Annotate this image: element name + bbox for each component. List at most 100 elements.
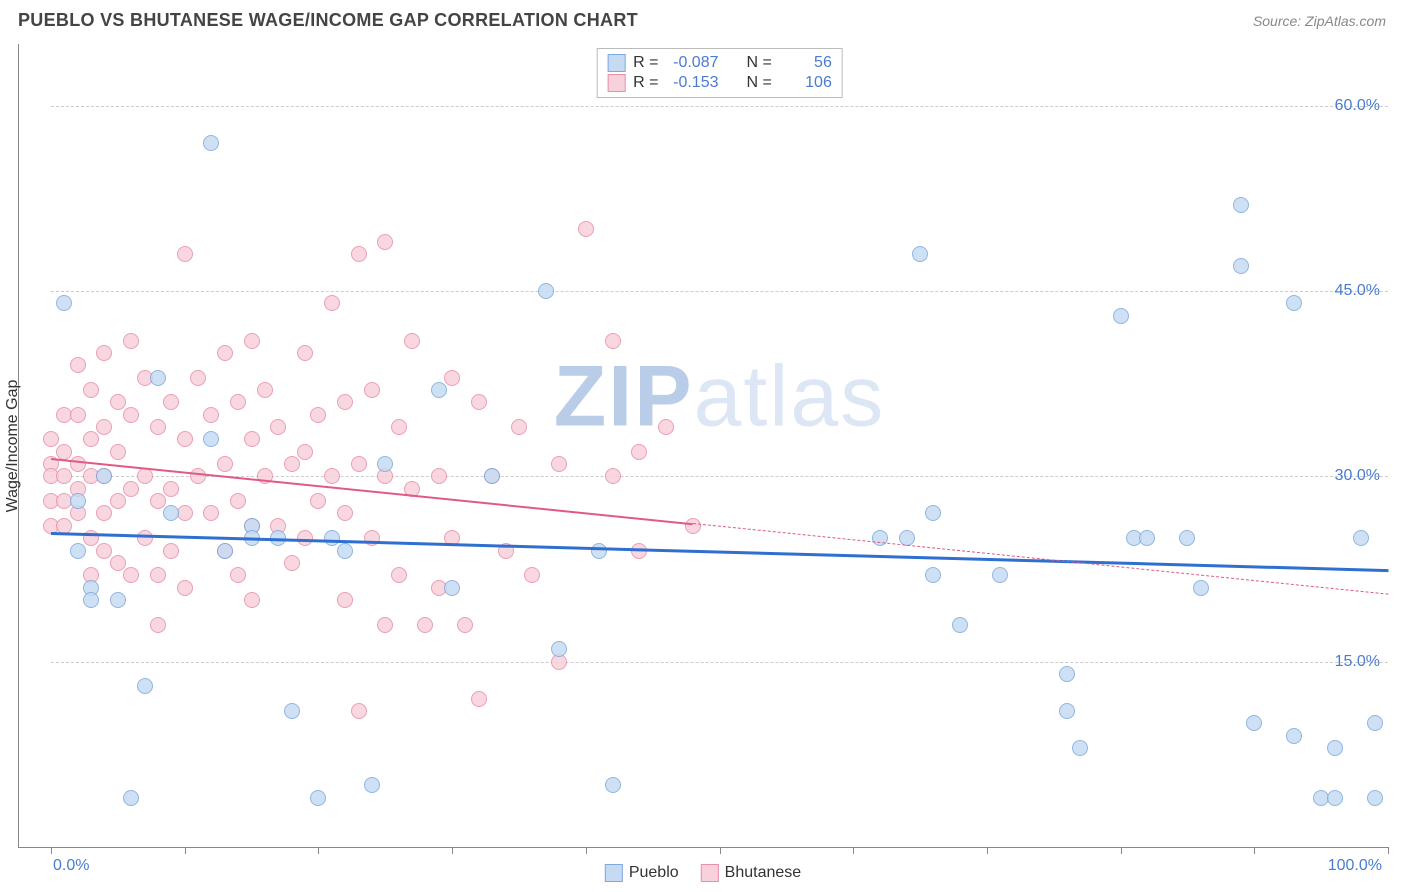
data-point-bhutanese bbox=[524, 567, 540, 583]
stat-r-value: -0.153 bbox=[667, 74, 719, 92]
data-point-bhutanese bbox=[150, 419, 166, 435]
data-point-pueblo bbox=[1233, 197, 1249, 213]
data-point-bhutanese bbox=[137, 468, 153, 484]
y-axis-label: Wage/Income Gap bbox=[4, 379, 22, 512]
data-point-pueblo bbox=[1059, 666, 1075, 682]
data-point-bhutanese bbox=[511, 419, 527, 435]
data-point-bhutanese bbox=[324, 468, 340, 484]
stat-n-value: 106 bbox=[780, 74, 832, 92]
data-point-pueblo bbox=[1193, 580, 1209, 596]
data-point-bhutanese bbox=[110, 493, 126, 509]
data-point-pueblo bbox=[1072, 740, 1088, 756]
data-point-pueblo bbox=[110, 592, 126, 608]
data-point-pueblo bbox=[83, 592, 99, 608]
data-point-bhutanese bbox=[284, 456, 300, 472]
data-point-bhutanese bbox=[177, 580, 193, 596]
data-point-pueblo bbox=[551, 641, 567, 657]
data-point-bhutanese bbox=[190, 370, 206, 386]
legend-item: Bhutanese bbox=[701, 864, 802, 882]
data-point-bhutanese bbox=[123, 333, 139, 349]
data-point-bhutanese bbox=[337, 394, 353, 410]
data-point-pueblo bbox=[284, 703, 300, 719]
data-point-bhutanese bbox=[337, 505, 353, 521]
data-point-pueblo bbox=[364, 777, 380, 793]
data-point-bhutanese bbox=[444, 370, 460, 386]
data-point-pueblo bbox=[1113, 308, 1129, 324]
gridline bbox=[51, 662, 1388, 663]
data-point-pueblo bbox=[925, 567, 941, 583]
x-tick bbox=[987, 847, 988, 854]
data-point-bhutanese bbox=[471, 394, 487, 410]
data-point-bhutanese bbox=[391, 419, 407, 435]
legend: Pueblo Bhutanese bbox=[605, 864, 801, 882]
data-point-pueblo bbox=[1327, 740, 1343, 756]
data-point-pueblo bbox=[1367, 790, 1383, 806]
stat-row-pueblo: R =-0.087N =56 bbox=[607, 53, 832, 73]
data-point-pueblo bbox=[925, 505, 941, 521]
data-point-pueblo bbox=[1286, 728, 1302, 744]
data-point-bhutanese bbox=[163, 543, 179, 559]
stat-n-label: N = bbox=[747, 54, 772, 72]
data-point-bhutanese bbox=[578, 221, 594, 237]
watermark: ZIPatlas bbox=[554, 348, 885, 447]
data-point-bhutanese bbox=[137, 530, 153, 546]
data-point-pueblo bbox=[1286, 295, 1302, 311]
data-point-bhutanese bbox=[110, 555, 126, 571]
data-point-bhutanese bbox=[310, 493, 326, 509]
chart-title: PUEBLO VS BHUTANESE WAGE/INCOME GAP CORR… bbox=[18, 10, 638, 31]
data-point-bhutanese bbox=[324, 295, 340, 311]
data-point-pueblo bbox=[377, 456, 393, 472]
data-point-bhutanese bbox=[685, 518, 701, 534]
data-point-pueblo bbox=[203, 135, 219, 151]
data-point-pueblo bbox=[444, 580, 460, 596]
x-tick bbox=[318, 847, 319, 854]
data-point-bhutanese bbox=[551, 456, 567, 472]
data-point-bhutanese bbox=[244, 431, 260, 447]
data-point-bhutanese bbox=[96, 345, 112, 361]
data-point-bhutanese bbox=[351, 703, 367, 719]
data-point-pueblo bbox=[163, 505, 179, 521]
stat-r-label: R = bbox=[633, 74, 658, 92]
data-point-pueblo bbox=[1246, 715, 1262, 731]
data-point-bhutanese bbox=[150, 567, 166, 583]
data-point-bhutanese bbox=[70, 456, 86, 472]
stat-n-label: N = bbox=[747, 74, 772, 92]
data-point-bhutanese bbox=[203, 505, 219, 521]
data-point-bhutanese bbox=[110, 394, 126, 410]
data-point-pueblo bbox=[310, 790, 326, 806]
data-point-bhutanese bbox=[310, 407, 326, 423]
data-point-bhutanese bbox=[123, 407, 139, 423]
data-point-bhutanese bbox=[230, 493, 246, 509]
data-point-pueblo bbox=[484, 468, 500, 484]
data-point-pueblo bbox=[992, 567, 1008, 583]
trend-bhutanese bbox=[51, 458, 693, 525]
data-point-bhutanese bbox=[351, 456, 367, 472]
data-point-pueblo bbox=[70, 493, 86, 509]
data-point-pueblo bbox=[137, 678, 153, 694]
data-point-bhutanese bbox=[110, 444, 126, 460]
data-point-bhutanese bbox=[297, 345, 313, 361]
data-point-bhutanese bbox=[244, 333, 260, 349]
gridline bbox=[51, 291, 1388, 292]
data-point-bhutanese bbox=[43, 431, 59, 447]
x-tick bbox=[1254, 847, 1255, 854]
data-point-bhutanese bbox=[150, 617, 166, 633]
stat-r-label: R = bbox=[633, 54, 658, 72]
data-point-bhutanese bbox=[377, 617, 393, 633]
data-point-bhutanese bbox=[177, 246, 193, 262]
stats-box: R =-0.087N =56R = -0.153 N = 106 bbox=[596, 48, 843, 98]
data-point-bhutanese bbox=[337, 592, 353, 608]
x-tick bbox=[51, 847, 52, 854]
data-point-pueblo bbox=[96, 468, 112, 484]
data-point-pueblo bbox=[123, 790, 139, 806]
stat-row-bhutanese: R = -0.153 N = 106 bbox=[607, 73, 832, 93]
legend-label: Pueblo bbox=[629, 864, 679, 882]
data-point-bhutanese bbox=[364, 382, 380, 398]
x-tick bbox=[853, 847, 854, 854]
data-point-pueblo bbox=[150, 370, 166, 386]
y-tick-label: 45.0% bbox=[1335, 282, 1380, 300]
data-point-pueblo bbox=[217, 543, 233, 559]
x-tick bbox=[586, 847, 587, 854]
data-point-bhutanese bbox=[123, 567, 139, 583]
data-point-pueblo bbox=[1233, 258, 1249, 274]
